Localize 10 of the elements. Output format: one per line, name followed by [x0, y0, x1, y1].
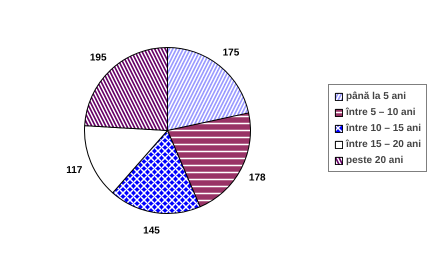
data-label: 175 [222, 47, 240, 58]
data-label: 145 [143, 226, 160, 237]
legend-label: între 5 – 10 ani [346, 106, 416, 118]
data-label: 117 [66, 164, 83, 176]
data-label: 195 [90, 52, 107, 64]
legend-label: până la 5 ani [346, 90, 406, 102]
legend-label: între 15 – 20 ani [346, 138, 422, 150]
data-label: 178 [248, 172, 266, 184]
legend-label: peste 20 ani [346, 154, 404, 166]
legend-label: între 10 – 15 ani [346, 122, 422, 134]
